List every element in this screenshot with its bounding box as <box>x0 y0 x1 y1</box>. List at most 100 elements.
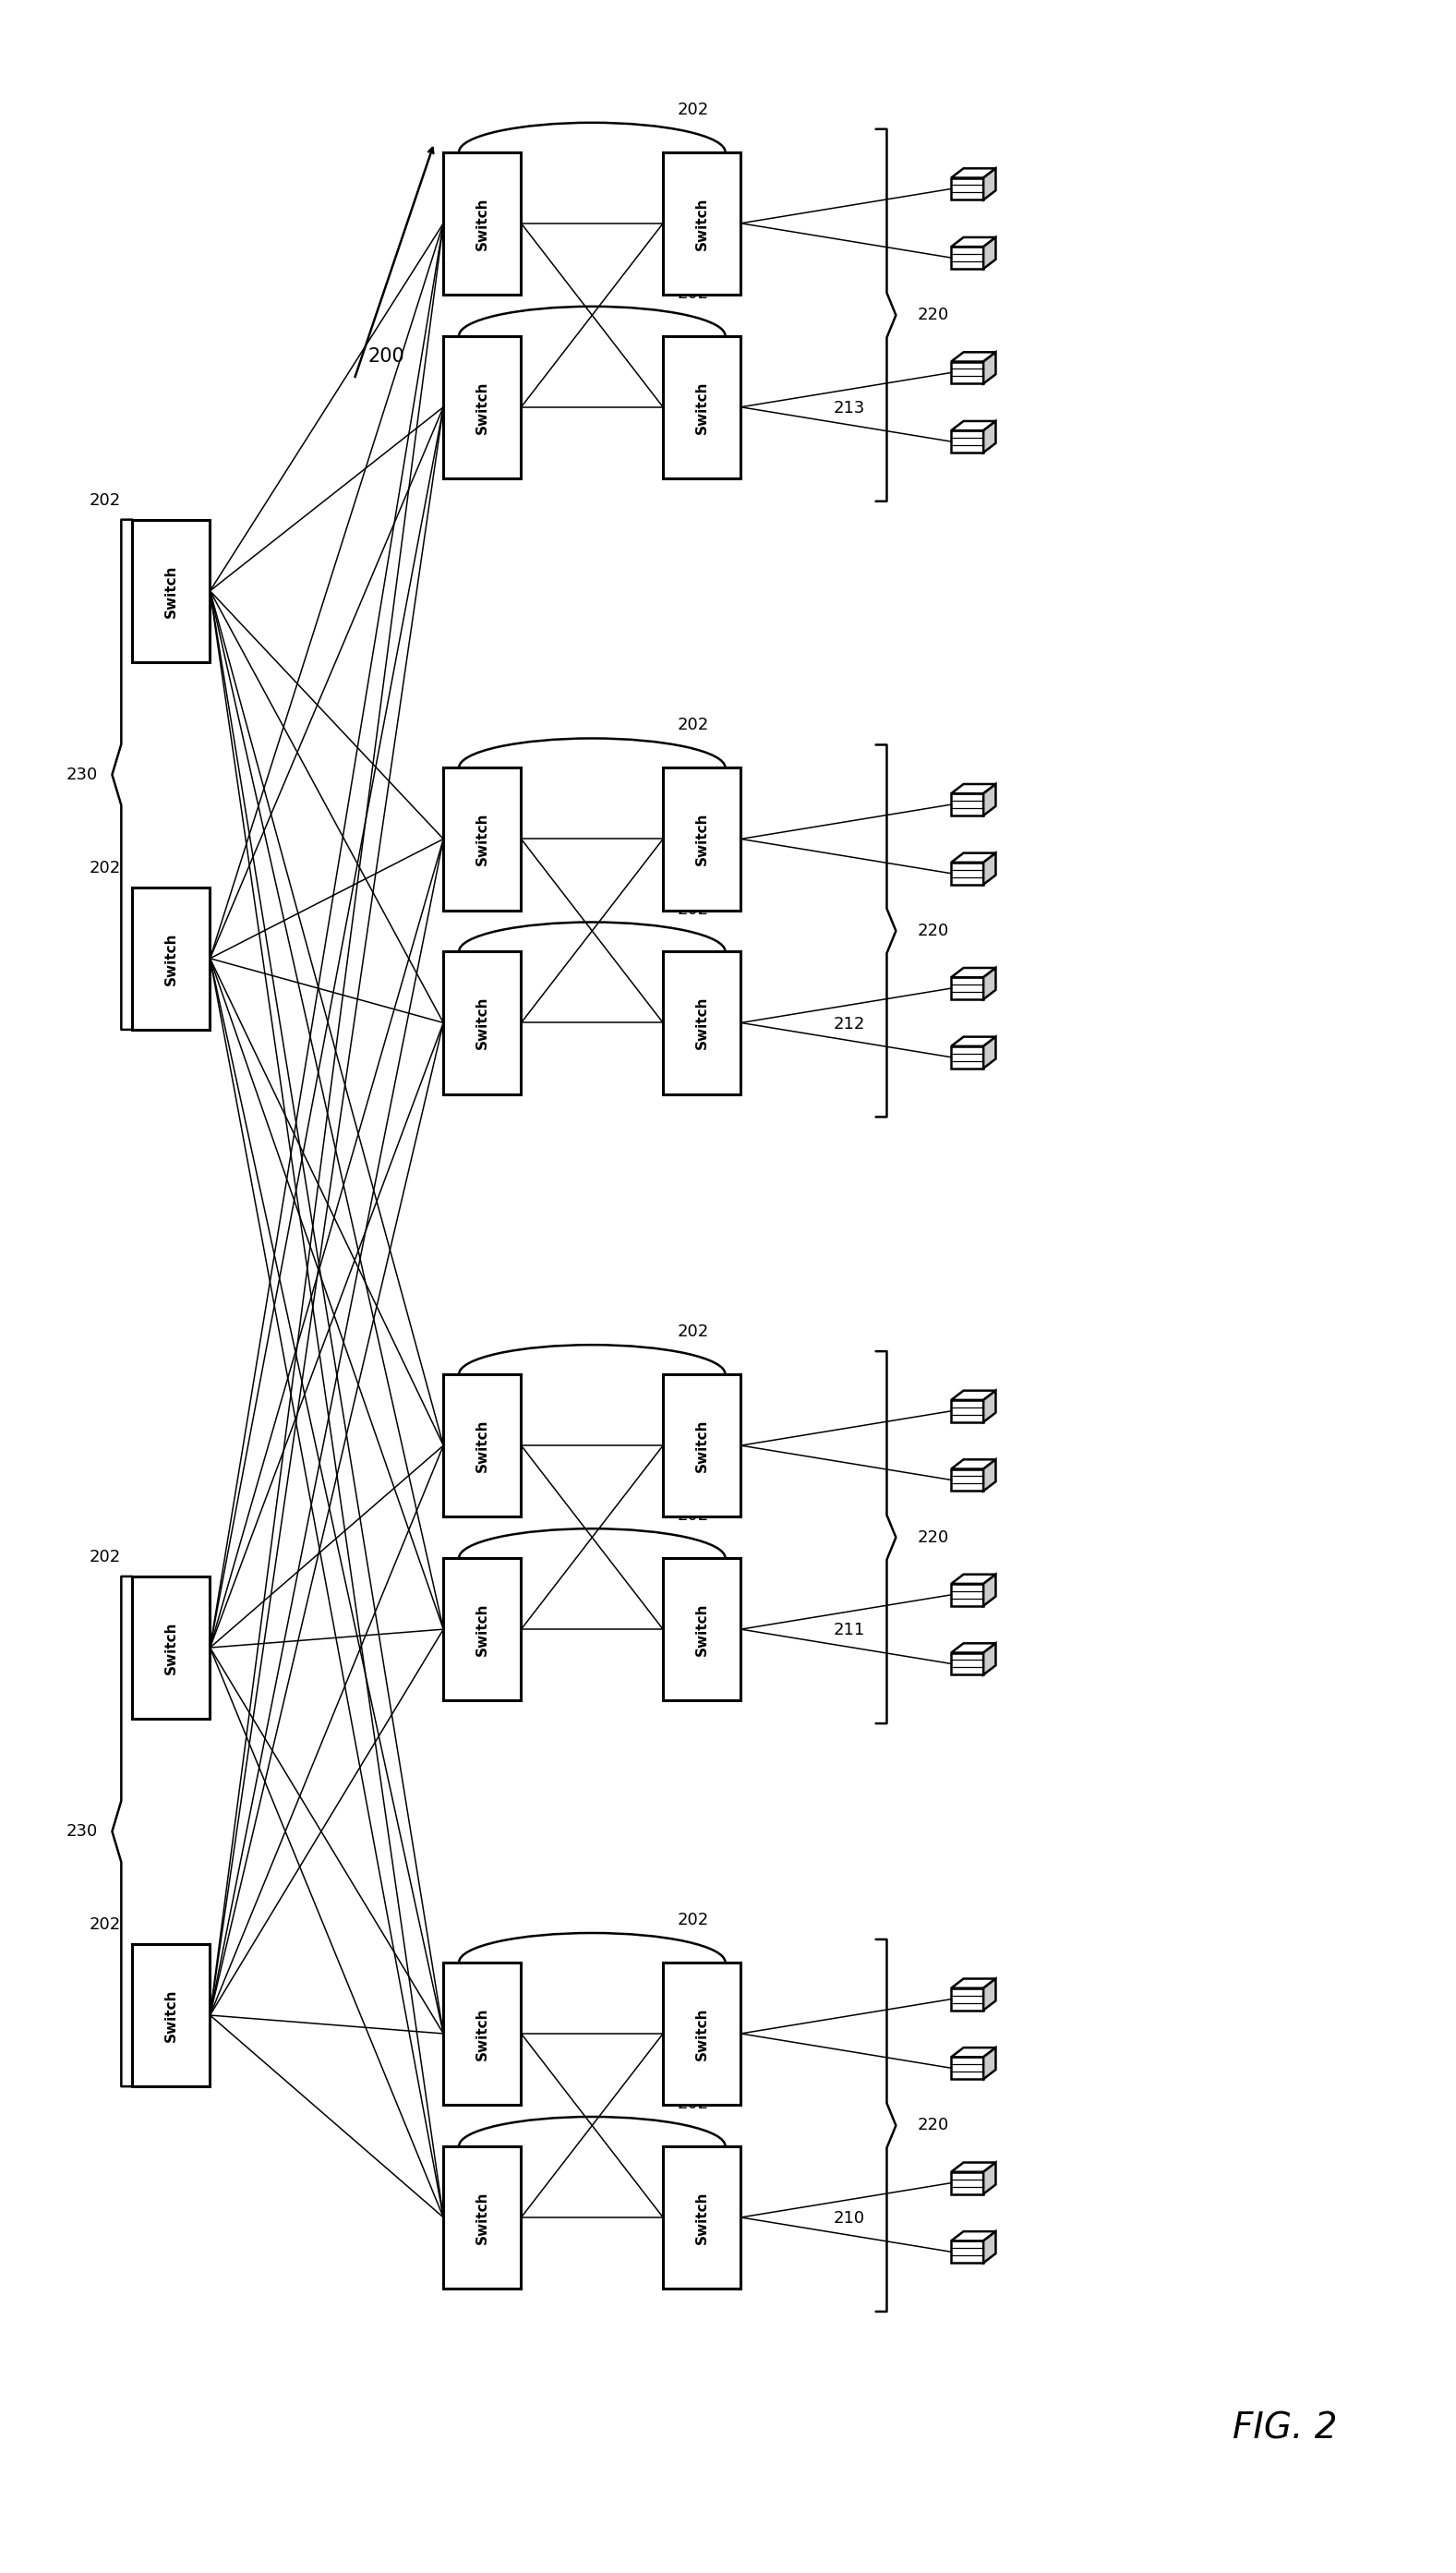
Bar <box>444 1963 521 2105</box>
Text: 202: 202 <box>90 491 121 509</box>
Polygon shape <box>951 353 996 363</box>
Bar <box>444 1374 521 1515</box>
Polygon shape <box>983 1575 996 1606</box>
Polygon shape <box>951 2161 996 2172</box>
Text: Switch: Switch <box>475 196 489 250</box>
Polygon shape <box>983 854 996 885</box>
Text: Switch: Switch <box>695 196 709 250</box>
Polygon shape <box>983 422 996 453</box>
Bar <box>662 767 741 911</box>
Text: FIG. 2: FIG. 2 <box>1232 2411 1337 2447</box>
Text: 202: 202 <box>677 1323 709 1341</box>
Bar <box>662 952 741 1094</box>
Text: 202: 202 <box>677 1912 709 1927</box>
Text: Switch: Switch <box>695 2007 709 2061</box>
Bar <box>132 1945 210 2087</box>
Text: Switch: Switch <box>695 381 709 435</box>
Polygon shape <box>983 1459 996 1490</box>
Polygon shape <box>983 353 996 383</box>
Text: 220: 220 <box>917 306 949 324</box>
Polygon shape <box>951 237 996 247</box>
Text: Switch: Switch <box>165 931 178 985</box>
Text: Switch: Switch <box>695 2190 709 2244</box>
Polygon shape <box>951 1469 983 1490</box>
Text: 230: 230 <box>66 1824 98 1840</box>
Polygon shape <box>951 2231 996 2241</box>
Text: 210: 210 <box>833 2210 865 2226</box>
Text: Switch: Switch <box>165 1989 178 2043</box>
Polygon shape <box>951 978 983 998</box>
Text: 202: 202 <box>677 718 709 733</box>
Polygon shape <box>951 1037 996 1047</box>
Bar <box>662 1374 741 1515</box>
Polygon shape <box>951 178 983 201</box>
Polygon shape <box>983 1644 996 1675</box>
Polygon shape <box>951 792 983 816</box>
Text: 202: 202 <box>677 901 709 919</box>
Bar <box>444 1559 521 1701</box>
Text: Switch: Switch <box>475 381 489 435</box>
Polygon shape <box>951 167 996 178</box>
Polygon shape <box>983 2161 996 2195</box>
Polygon shape <box>951 967 996 978</box>
Bar <box>662 152 741 293</box>
Polygon shape <box>951 862 983 885</box>
Text: 202: 202 <box>90 1917 121 1932</box>
Polygon shape <box>951 1459 996 1469</box>
Polygon shape <box>951 2056 983 2079</box>
Polygon shape <box>951 785 996 792</box>
Bar <box>132 1577 210 1719</box>
Polygon shape <box>951 422 996 430</box>
Text: Switch: Switch <box>165 1621 178 1675</box>
Text: 220: 220 <box>917 1528 949 1546</box>
Bar <box>444 2146 521 2287</box>
Polygon shape <box>951 247 983 268</box>
Polygon shape <box>951 1575 996 1585</box>
Text: Switch: Switch <box>475 2190 489 2244</box>
Text: 230: 230 <box>66 767 98 782</box>
Polygon shape <box>951 1644 996 1652</box>
Polygon shape <box>983 785 996 816</box>
Text: Switch: Switch <box>475 1418 489 1472</box>
Text: 202: 202 <box>677 2094 709 2112</box>
Text: Switch: Switch <box>475 2007 489 2061</box>
Text: Switch: Switch <box>165 563 178 618</box>
Polygon shape <box>951 430 983 453</box>
Text: 202: 202 <box>90 859 121 877</box>
Bar <box>444 767 521 911</box>
Text: 202: 202 <box>90 1549 121 1564</box>
Bar <box>662 337 741 479</box>
Text: 213: 213 <box>833 399 865 417</box>
Text: Switch: Switch <box>695 813 709 865</box>
Polygon shape <box>951 1400 983 1423</box>
Text: Switch: Switch <box>695 1603 709 1657</box>
Text: Switch: Switch <box>475 996 489 1050</box>
Text: Switch: Switch <box>695 1418 709 1472</box>
Bar <box>662 1963 741 2105</box>
Polygon shape <box>951 1047 983 1068</box>
Polygon shape <box>951 1585 983 1606</box>
Polygon shape <box>983 1037 996 1068</box>
Text: 202: 202 <box>677 286 709 301</box>
Bar <box>132 520 210 661</box>
Bar <box>662 1559 741 1701</box>
Text: 220: 220 <box>917 2118 949 2133</box>
Polygon shape <box>983 2048 996 2079</box>
Polygon shape <box>983 167 996 201</box>
Polygon shape <box>951 854 996 862</box>
Bar <box>132 888 210 1029</box>
Bar <box>444 337 521 479</box>
Polygon shape <box>951 2172 983 2195</box>
Polygon shape <box>983 237 996 268</box>
Polygon shape <box>951 1979 996 1989</box>
Text: 220: 220 <box>917 924 949 939</box>
Text: Switch: Switch <box>475 1603 489 1657</box>
Polygon shape <box>983 967 996 998</box>
Text: 202: 202 <box>677 100 709 118</box>
Text: 212: 212 <box>833 1016 865 1032</box>
Bar <box>662 2146 741 2287</box>
Polygon shape <box>951 2241 983 2262</box>
Polygon shape <box>951 1989 983 2010</box>
Text: Switch: Switch <box>695 996 709 1050</box>
Polygon shape <box>983 2231 996 2262</box>
